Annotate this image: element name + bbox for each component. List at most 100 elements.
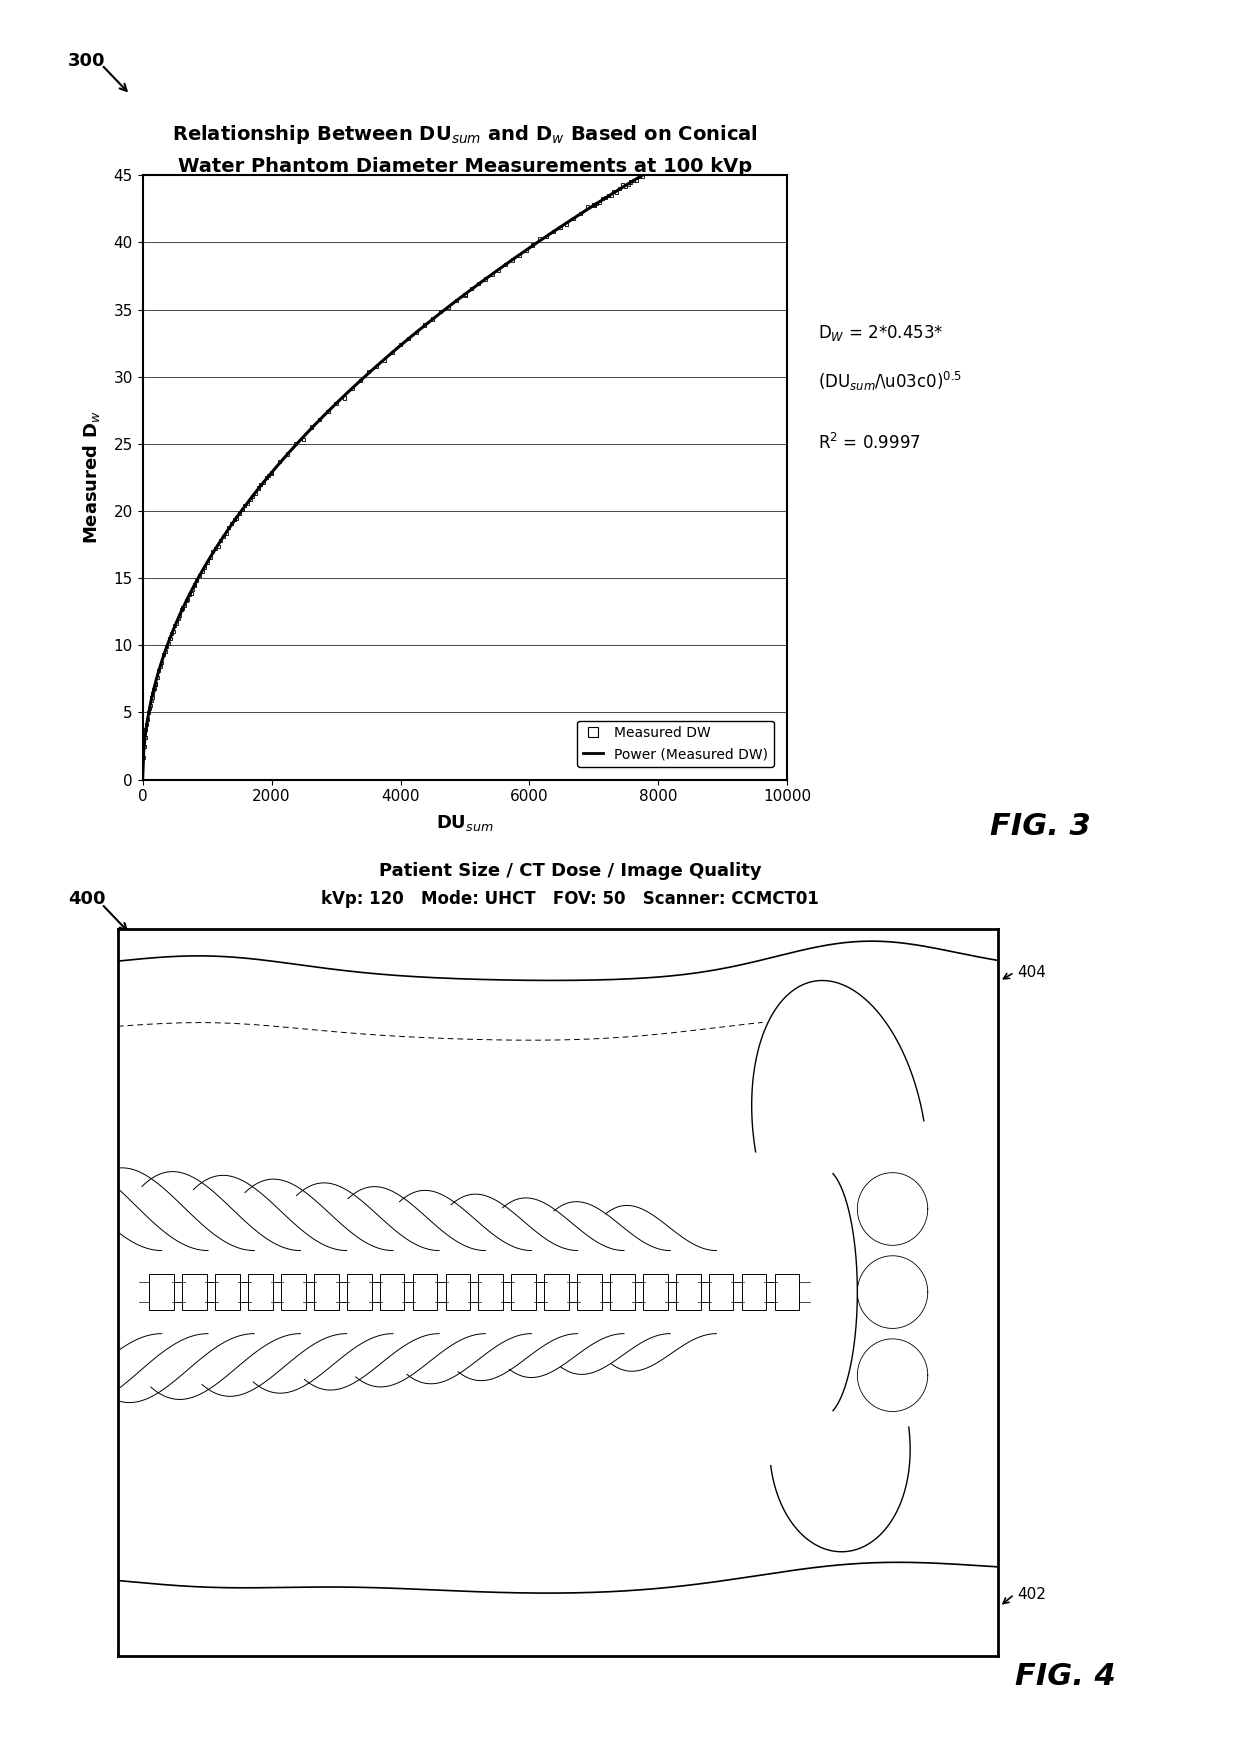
Measured DW	[590, 189, 610, 217]
Measured DW	[593, 184, 613, 212]
Power (Measured DW)	[255, 473, 270, 494]
Measured DW	[584, 191, 604, 219]
Measured DW	[156, 632, 177, 661]
Measured DW	[224, 506, 244, 534]
Measured DW	[294, 426, 314, 454]
Measured DW	[278, 440, 298, 468]
Measured DW	[455, 282, 475, 310]
Measured DW	[160, 625, 180, 653]
Measured DW	[185, 571, 205, 599]
Measured DW	[259, 461, 279, 489]
Measured DW	[475, 265, 495, 293]
Power (Measured DW)	[135, 769, 150, 790]
Measured DW	[632, 163, 652, 191]
Line: Power (Measured DW): Power (Measured DW)	[143, 75, 820, 780]
Measured DW	[557, 210, 577, 238]
Measured DW	[407, 319, 427, 347]
Measured DW	[206, 534, 226, 562]
Measured DW	[655, 147, 675, 175]
Power (Measured DW)	[812, 65, 827, 86]
Power (Measured DW)	[645, 159, 660, 180]
Measured DW	[192, 557, 212, 585]
Measured DW	[227, 505, 247, 533]
Measured DW	[143, 683, 162, 711]
Measured DW	[439, 293, 459, 321]
Text: 300: 300	[68, 53, 105, 70]
Measured DW	[197, 548, 217, 576]
Measured DW	[610, 175, 630, 203]
Measured DW	[737, 100, 756, 128]
Measured DW	[598, 182, 618, 210]
Measured DW	[502, 245, 522, 273]
Measured DW	[414, 310, 434, 338]
Measured DW	[430, 298, 450, 326]
Measured DW	[740, 100, 760, 128]
Measured DW	[489, 258, 508, 286]
Measured DW	[621, 168, 641, 196]
Measured DW	[185, 571, 205, 599]
Measured DW	[615, 173, 635, 201]
Measured DW	[644, 156, 663, 184]
Text: 400: 400	[68, 890, 105, 908]
Measured DW	[222, 510, 242, 538]
Measured DW	[153, 648, 172, 676]
Measured DW	[423, 305, 443, 333]
Text: Water Phantom Diameter Measurements at 100 kVp: Water Phantom Diameter Measurements at 1…	[177, 158, 753, 175]
Measured DW	[398, 324, 418, 352]
Measured DW	[317, 398, 337, 426]
Measured DW	[537, 223, 557, 251]
Legend: Measured DW, Power (Measured DW): Measured DW, Power (Measured DW)	[577, 720, 774, 767]
Measured DW	[350, 366, 370, 394]
Measured DW	[606, 179, 626, 207]
Measured DW	[367, 352, 387, 380]
Measured DW	[482, 261, 502, 289]
X-axis label: DU$_{sum}$: DU$_{sum}$	[436, 813, 494, 832]
Text: Relationship Between DU$_{sum}$ and D$_w$ Based on Conical: Relationship Between DU$_{sum}$ and D$_w…	[172, 123, 758, 147]
Measured DW	[461, 275, 481, 303]
Measured DW	[310, 405, 330, 433]
Measured DW	[675, 137, 694, 165]
Measured DW	[529, 224, 549, 252]
Measured DW	[626, 166, 646, 194]
Measured DW	[170, 601, 190, 629]
Measured DW	[187, 566, 207, 594]
Measured DW	[658, 144, 678, 172]
Measured DW	[713, 114, 733, 142]
Power (Measured DW)	[441, 296, 456, 317]
Measured DW	[169, 604, 188, 632]
Measured DW	[663, 142, 683, 170]
Measured DW	[523, 231, 543, 259]
Measured DW	[262, 459, 281, 487]
Measured DW	[145, 671, 165, 699]
Measured DW	[148, 664, 167, 692]
Measured DW	[208, 533, 228, 561]
Measured DW	[172, 594, 193, 622]
Power (Measured DW)	[588, 194, 603, 215]
Measured DW	[630, 163, 650, 191]
Measured DW	[166, 610, 186, 638]
Measured DW	[326, 389, 346, 417]
Measured DW	[543, 217, 563, 245]
Power (Measured DW)	[534, 230, 549, 251]
Measured DW	[180, 580, 200, 608]
Measured DW	[708, 116, 728, 144]
Text: FIG. 4: FIG. 4	[1016, 1661, 1116, 1691]
Measured DW	[686, 130, 706, 158]
Measured DW	[646, 152, 666, 180]
Measured DW	[681, 133, 701, 161]
Measured DW	[135, 724, 155, 752]
Measured DW	[139, 699, 159, 727]
Measured DW	[613, 172, 632, 200]
Measured DW	[241, 485, 260, 513]
Measured DW	[652, 151, 672, 179]
Measured DW	[257, 464, 277, 492]
Measured DW	[374, 347, 394, 375]
Measured DW	[639, 159, 658, 187]
Measured DW	[248, 475, 268, 503]
Measured DW	[667, 140, 687, 168]
Measured DW	[650, 151, 670, 179]
Measured DW	[164, 617, 184, 645]
Measured DW	[635, 159, 655, 187]
Measured DW	[732, 103, 751, 131]
Measured DW	[670, 138, 689, 166]
